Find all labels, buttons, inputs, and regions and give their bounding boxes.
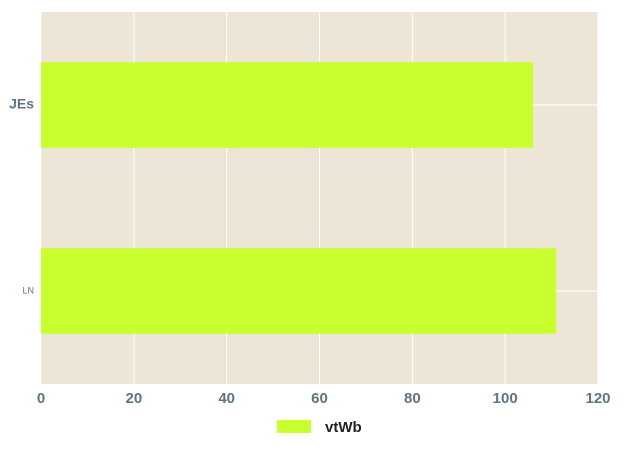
x-tick-label: 20	[125, 390, 142, 407]
bar-jes	[41, 62, 534, 148]
x-tick-label: 120	[585, 390, 610, 407]
legend: vtWb	[277, 419, 362, 436]
bar-ln	[41, 248, 557, 334]
legend-swatch	[277, 420, 311, 433]
y-tick-label: JEs	[9, 96, 34, 112]
y-tick-label: LN	[22, 285, 34, 295]
y-axis-ticks: JEs LN	[9, 96, 34, 296]
x-tick-label: 60	[311, 390, 328, 407]
x-tick-label: 0	[37, 390, 45, 407]
x-tick-label: 100	[493, 390, 518, 407]
bars	[41, 62, 557, 334]
x-tick-label: 40	[218, 390, 235, 407]
x-tick-label: 80	[404, 390, 421, 407]
legend-label: vtWb	[325, 419, 362, 436]
x-axis-ticks: 0 20 40 60 80 100 120	[37, 390, 611, 407]
